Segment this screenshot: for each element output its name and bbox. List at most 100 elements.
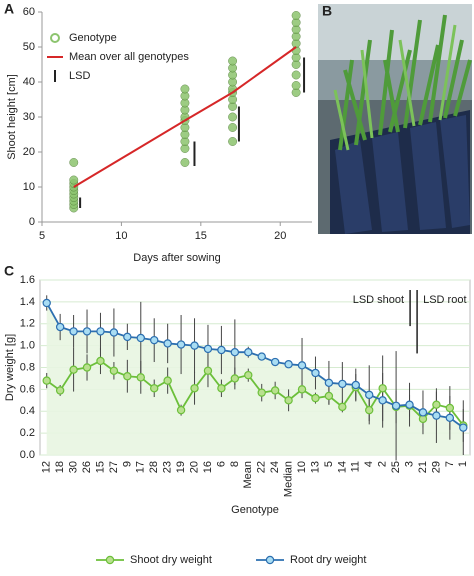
point [228, 56, 238, 66]
y-tick-label: 0.6 [20, 383, 35, 395]
point [432, 400, 441, 409]
point [123, 372, 132, 381]
point [445, 413, 455, 423]
y-tick-label: 1.4 [20, 296, 35, 308]
y-tick-label: 0.4 [20, 405, 35, 417]
point [418, 408, 428, 417]
point [228, 112, 238, 122]
x-tick-label: 18 [54, 461, 66, 473]
point [324, 391, 334, 401]
point [69, 365, 78, 374]
point [190, 384, 199, 393]
point [432, 411, 441, 420]
annotation: LSD shoot [353, 294, 404, 306]
panel-label: B [322, 3, 332, 19]
y-tick-label: 50 [23, 41, 35, 53]
x-tick-label: 5 [323, 461, 335, 467]
point [163, 339, 172, 348]
y-tick-label: 10 [23, 181, 35, 193]
panel-label: A [4, 1, 14, 17]
point [257, 388, 266, 397]
point [190, 341, 199, 350]
point [180, 158, 190, 167]
point [176, 405, 186, 415]
point [69, 175, 79, 185]
point [391, 401, 401, 410]
point [459, 423, 468, 432]
point [284, 396, 293, 405]
point [284, 360, 293, 369]
point [291, 70, 301, 80]
x-tick-label: 23 [162, 461, 174, 473]
point [365, 390, 374, 400]
x-axis-label: Genotype [231, 504, 279, 516]
y-tick-label: 1.6 [20, 274, 35, 286]
point [96, 356, 105, 366]
photo: B [318, 3, 472, 234]
y-tick-label: 0 [29, 216, 35, 228]
x-tick-label: 20 [274, 230, 286, 242]
point [291, 81, 301, 90]
x-tick-label: 2 [377, 461, 389, 467]
point [338, 402, 347, 412]
y-tick-label: 0.2 [20, 427, 35, 439]
y-tick-label: 20 [23, 146, 35, 158]
point [180, 84, 190, 94]
point [163, 376, 172, 385]
point [365, 405, 374, 415]
point [123, 332, 132, 342]
x-tick-label: 6 [215, 461, 227, 467]
point [230, 374, 240, 383]
point [82, 327, 92, 336]
point [405, 400, 414, 409]
x-tick-label: 25 [390, 461, 402, 473]
legend-label: Mean over all genotypes [69, 51, 189, 63]
x-tick-label: 21 [417, 461, 429, 473]
x-tick-label: 10 [115, 230, 127, 242]
y-tick-label: 0.8 [20, 361, 35, 373]
point [244, 347, 253, 357]
point [445, 403, 455, 413]
point [324, 378, 334, 388]
x-tick-label: 12 [41, 461, 53, 473]
point [291, 11, 301, 20]
x-tick-label: 22 [256, 461, 268, 473]
y-axis-label: Dry weight [g] [4, 334, 16, 401]
point [203, 366, 213, 375]
point [311, 393, 320, 403]
point [109, 366, 119, 375]
point [257, 352, 266, 361]
point [351, 380, 360, 390]
y-axis-label: Shoot height [cm] [6, 74, 18, 160]
x-tick-label: 27 [108, 461, 120, 473]
annotation: LSD root [423, 294, 466, 306]
x-tick-label: 30 [68, 461, 80, 473]
x-tick-label: 4 [363, 461, 375, 467]
legend-marker [265, 555, 275, 565]
point [228, 123, 238, 132]
legend-label: Shoot dry weight [130, 554, 212, 566]
point [244, 370, 253, 380]
point [203, 344, 213, 354]
legend-marker [50, 33, 60, 43]
x-tick-label: 24 [269, 461, 281, 473]
y-tick-label: 0.0 [20, 449, 35, 461]
point [150, 384, 159, 393]
point [42, 376, 51, 385]
point [297, 385, 307, 394]
point [230, 347, 240, 357]
x-tick-label: 28 [148, 461, 160, 473]
point [42, 298, 51, 308]
x-tick-label: 7 [444, 461, 456, 467]
point [176, 340, 186, 349]
point [136, 373, 145, 382]
x-axis-label: Days after sowing [133, 252, 220, 264]
point [55, 386, 65, 395]
x-tick-label: 3 [403, 461, 415, 467]
point [136, 333, 145, 343]
point [378, 396, 387, 405]
point [378, 384, 387, 393]
x-tick-label: 8 [229, 461, 241, 467]
x-tick-label: 15 [94, 461, 106, 473]
